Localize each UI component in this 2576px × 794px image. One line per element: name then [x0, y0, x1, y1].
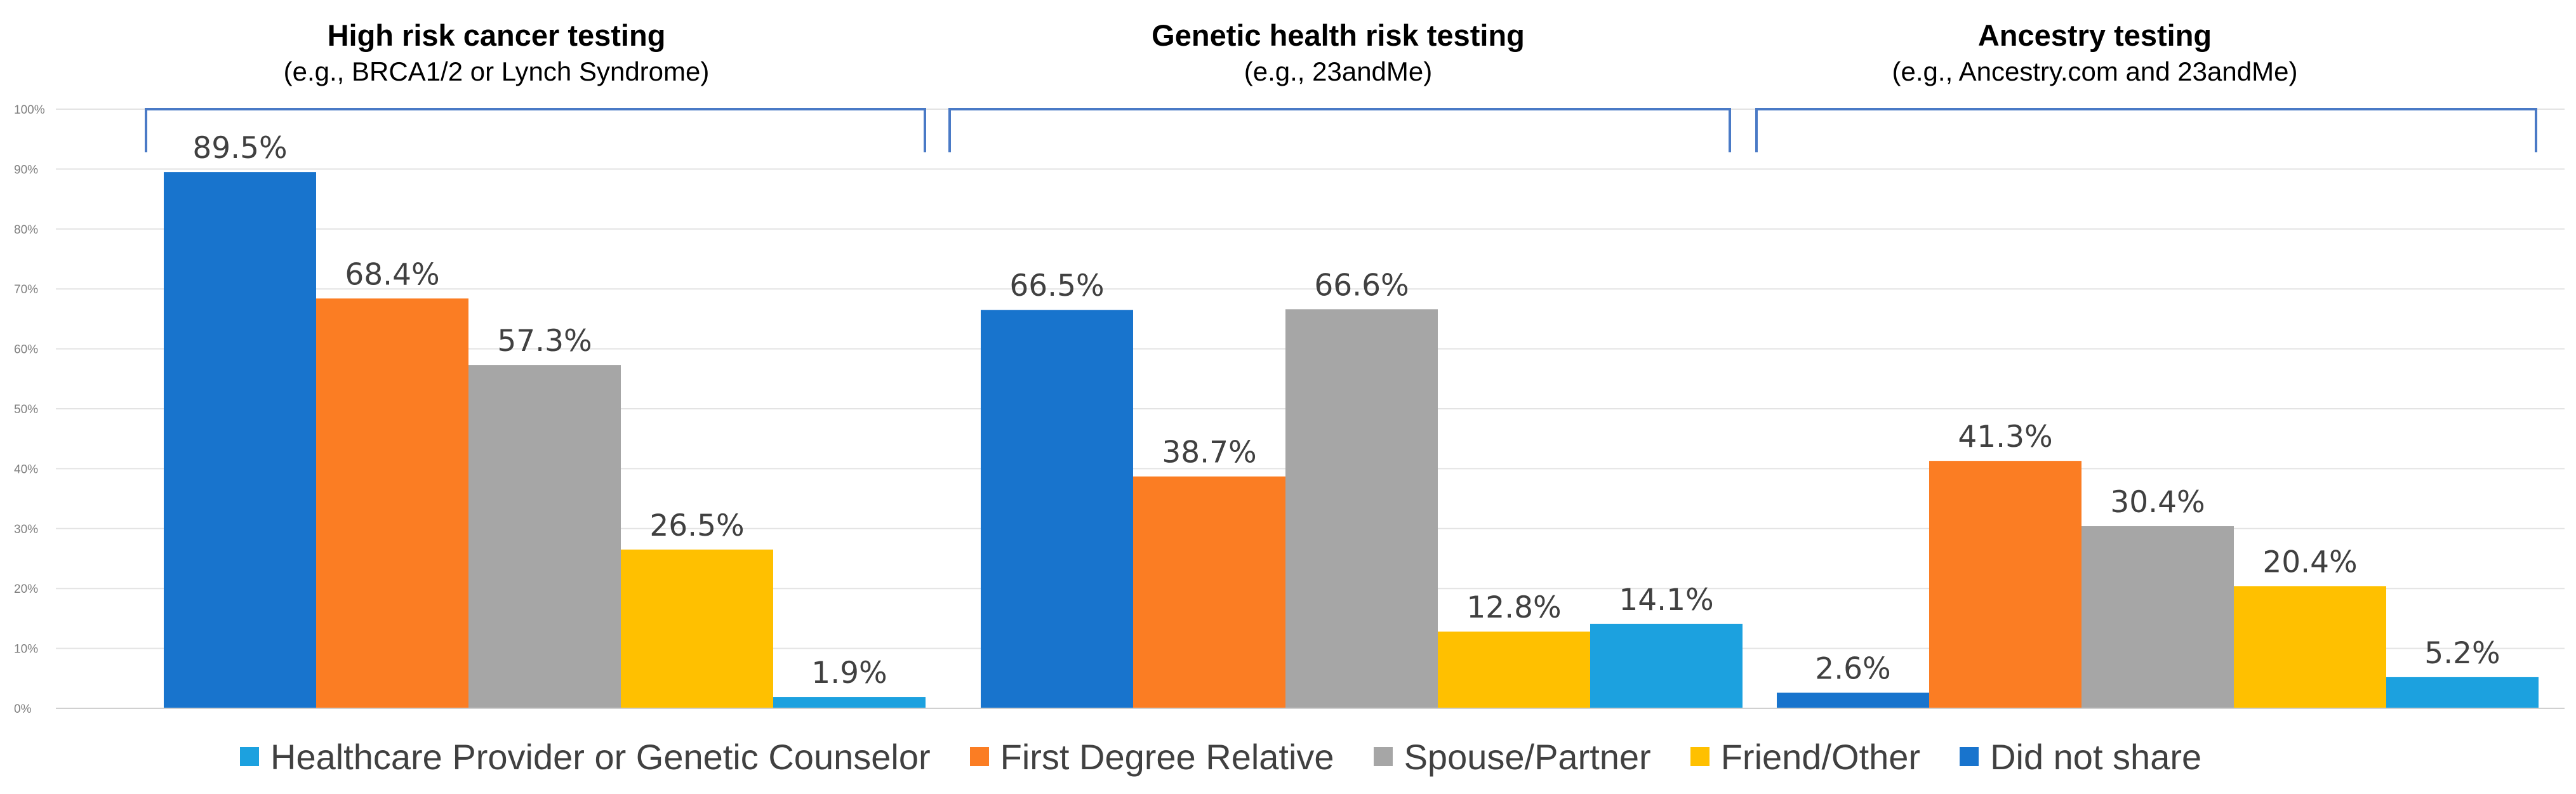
bar-did-not-share [1777, 692, 1929, 708]
panel-bracket [145, 108, 926, 152]
bar-spouse-partner [468, 365, 621, 708]
bar-value-label: 66.5% [1009, 268, 1104, 303]
y-tick-label: 40% [14, 463, 38, 476]
bar-value-label: 5.2% [2424, 636, 2500, 671]
legend-label-healthcare-provider: Healthcare Provider or Genetic Counselor [270, 736, 931, 777]
bar-value-label: 41.3% [1958, 420, 2052, 454]
y-tick-label: 0% [14, 703, 32, 716]
bar-friend-other [621, 549, 773, 708]
bar-healthcare-provider-or-genetic-counselor [773, 697, 926, 708]
bar-spouse-partner [2081, 526, 2234, 708]
bar-value-label: 57.3% [497, 324, 592, 359]
bar-healthcare-provider-or-genetic-counselor [1590, 623, 1743, 708]
legend-item-friend-other: Friend/Other [1690, 736, 1920, 777]
y-tick-label: 20% [14, 583, 38, 596]
bar-value-label: 89.5% [192, 131, 287, 166]
legend-swatch-first-degree-relative [969, 747, 989, 766]
legend-label-first-degree-relative: First Degree Relative [1000, 736, 1334, 777]
legend-swatch-friend-other [1690, 747, 1710, 766]
legend-label-did-not-share: Did not share [1990, 736, 2202, 777]
panel-title: Ancestry testing [1978, 18, 2212, 52]
panel-bracket [948, 108, 1731, 152]
bar-first-degree-relative [316, 298, 468, 709]
bar-friend-other [1438, 632, 1590, 708]
bar-first-degree-relative [1929, 461, 2081, 708]
y-tick-label: 10% [14, 643, 38, 656]
legend-swatch-did-not-share [1960, 747, 1979, 766]
bar-value-label: 66.6% [1314, 268, 1409, 303]
bar-healthcare-provider-or-genetic-counselor [2386, 677, 2539, 708]
legend-swatch-healthcare-provider [240, 747, 259, 766]
legend-label-spouse-partner: Spouse/Partner [1404, 736, 1651, 777]
chart-legend: Healthcare Provider or Genetic Counselor… [240, 733, 2241, 780]
y-tick-label: 80% [14, 223, 38, 237]
bar-did-not-share [981, 310, 1133, 708]
y-tick-label: 100% [14, 103, 45, 117]
bar-value-label: 12.8% [1466, 590, 1561, 625]
panel-subtitle: (e.g., 23andMe) [1244, 56, 1433, 86]
bar-friend-other [2234, 586, 2386, 708]
panel-title: High risk cancer testing [328, 18, 666, 52]
y-tick-label: 70% [14, 283, 38, 296]
bar-spouse-partner [1285, 309, 1438, 708]
legend-swatch-spouse-partner [1373, 747, 1393, 766]
panel-subtitle: (e.g., BRCA1/2 or Lynch Syndrome) [284, 56, 710, 86]
bar-did-not-share [164, 172, 316, 708]
y-tick-label: 50% [14, 403, 38, 416]
bar-value-label: 26.5% [649, 508, 744, 543]
legend-item-first-degree-relative: First Degree Relative [969, 736, 1334, 777]
bar-value-label: 68.4% [345, 257, 439, 292]
legend-label-friend-other: Friend/Other [1720, 736, 1921, 777]
bar-first-degree-relative [1133, 476, 1285, 708]
panel-bracket [1755, 108, 2537, 152]
y-tick-label: 90% [14, 163, 38, 176]
legend-item-healthcare-provider: Healthcare Provider or Genetic Counselor [240, 736, 931, 777]
bar-value-label: 38.7% [1162, 435, 1256, 470]
legend-item-spouse-partner: Spouse/Partner [1373, 736, 1651, 777]
panel-subtitle: (e.g., Ancestry.com and 23andMe) [1892, 56, 2298, 86]
y-tick-label: 30% [14, 523, 38, 536]
panel-title: Genetic health risk testing [1152, 18, 1525, 52]
bar-value-label: 14.1% [1619, 583, 1713, 618]
legend-item-did-not-share: Did not share [1960, 736, 2201, 777]
bar-value-label: 2.6% [1815, 651, 1890, 686]
bar-value-label: 30.4% [2110, 485, 2205, 520]
y-tick-label: 60% [14, 343, 38, 357]
bar-value-label: 20.4% [2262, 545, 2357, 579]
bar-value-label: 1.9% [811, 656, 887, 691]
